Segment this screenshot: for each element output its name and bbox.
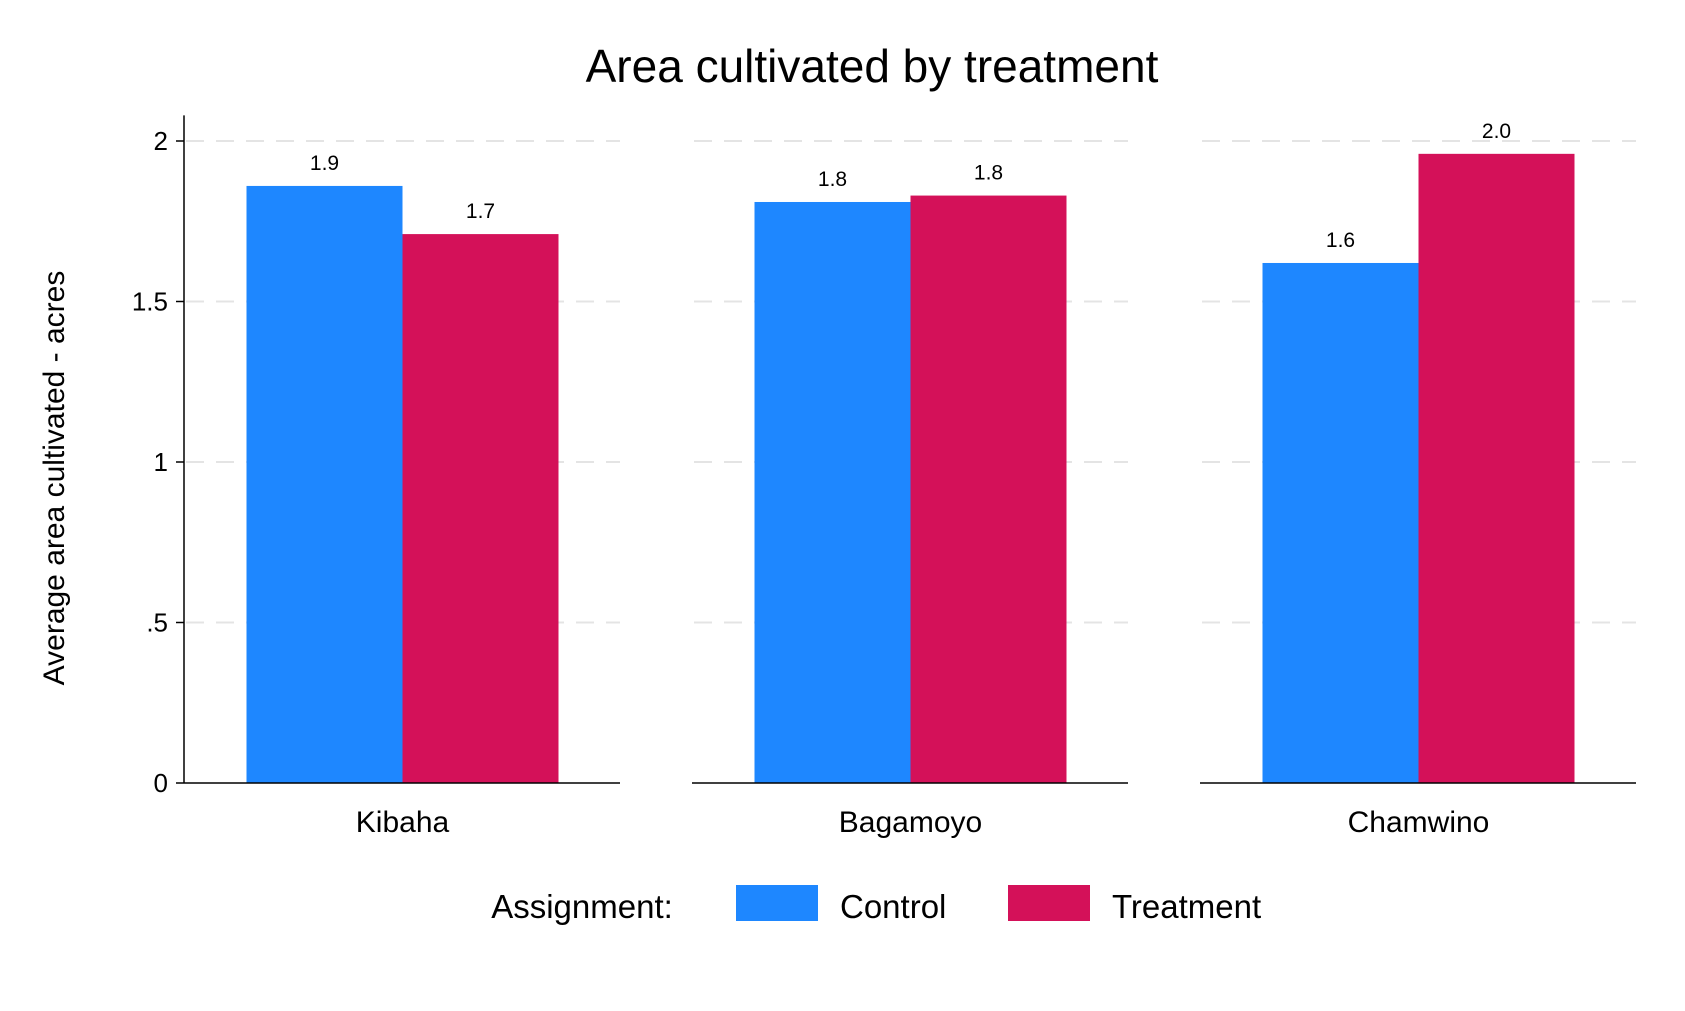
y-tick-label: 1.5 [132,287,168,317]
data-label: 2.0 [1482,120,1511,143]
legend: Assignment: Control Treatment [491,885,1261,925]
category-label: Bagamoyo [839,806,982,839]
bar-treatment-chamwino [1418,153,1575,784]
legend-label-control: Control [840,888,946,925]
y-tick-label: .5 [146,608,168,638]
y-tick-label: 2 [154,126,168,156]
bar-treatment-bagamoyo [910,195,1067,783]
bar-treatment-kibaha [402,234,559,784]
data-label: 1.8 [818,168,847,191]
data-label: 1.9 [310,152,339,175]
legend-title: Assignment: [491,888,673,925]
legend-label-treatment: Treatment [1112,888,1261,925]
y-tick-label: 1 [154,447,168,477]
data-label: 1.8 [974,162,1003,185]
plot-area: 0 .5 1 1.5 2 1.9 1.7 Kibaha 1.8 1.8 Bagamoyo 1.6 2.0… [132,115,1636,839]
chart-title: Area cultivated by treatment [586,40,1159,92]
category-label: Kibaha [356,806,450,839]
y-tick-label: 0 [154,768,168,798]
bar-control-chamwino [1262,262,1419,784]
data-label: 1.6 [1326,229,1355,252]
legend-swatch-treatment [1008,885,1090,921]
bar-control-kibaha [246,185,403,783]
category-label: Chamwino [1348,806,1490,839]
y-axis-label: Average area cultivated - acres [38,271,71,686]
bar-control-bagamoyo [754,201,911,784]
data-label: 1.7 [466,200,495,223]
legend-swatch-control [736,885,818,921]
